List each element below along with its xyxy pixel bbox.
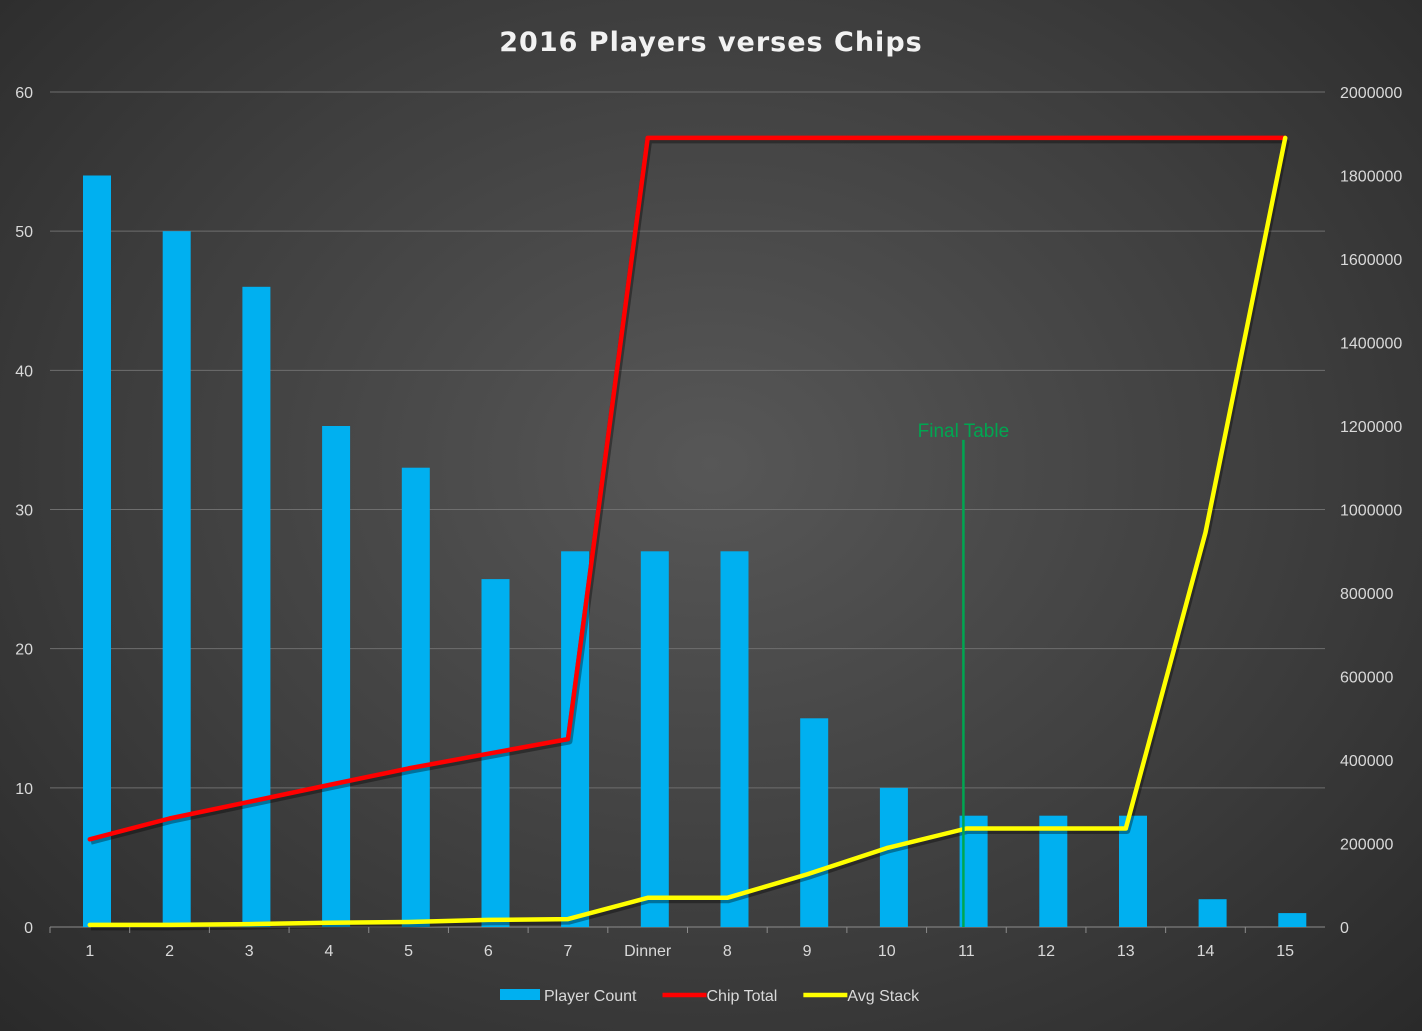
line-avg-stack (87, 135, 1288, 928)
bar-player-count (879, 787, 908, 927)
bar-player-count (1278, 913, 1307, 927)
right-tick-label: 1400000 (1340, 336, 1402, 353)
right-axis-ticks: 0 200000 400000 600000 800000 1000000 1200000 1… (1340, 85, 1402, 937)
x-tick-label: 7 (564, 943, 573, 960)
left-tick-label: 20 (15, 642, 33, 659)
x-tick-label: 13 (1117, 943, 1135, 960)
bar-player-count (1198, 899, 1227, 927)
bar-player-count (720, 551, 749, 928)
bar-player-count (1119, 815, 1147, 927)
annotation-final-table: Final Table (918, 421, 1010, 927)
bar-player-count (640, 551, 669, 928)
legend-label-player-count: Player Count (544, 988, 637, 1005)
bar-player-count (800, 718, 829, 928)
x-axis-ticks: 1 2 3 4 5 6 7 Dinner 8 9 10 11 12 13 14 15 (49, 927, 1294, 960)
right-tick-label: 400000 (1340, 753, 1393, 770)
line-chip-total (87, 135, 1288, 842)
x-tick-label: 1 (85, 943, 94, 960)
right-tick-label: 2000000 (1340, 85, 1402, 102)
line-series (87, 135, 1290, 931)
left-tick-label: 40 (15, 363, 33, 380)
bar-player-count (242, 286, 271, 927)
left-tick-label: 60 (15, 85, 33, 102)
legend-swatch-player-count (500, 989, 540, 1000)
x-tick-label: 4 (324, 943, 333, 960)
x-tick-label: 3 (245, 943, 254, 960)
right-tick-label: 1200000 (1340, 419, 1402, 436)
left-tick-label: 50 (15, 224, 33, 241)
x-tick-label: 10 (878, 943, 896, 960)
x-tick-label: 9 (803, 943, 812, 960)
x-tick-label: 14 (1197, 943, 1215, 960)
bar-player-count (1039, 815, 1068, 927)
right-tick-label: 0 (1340, 920, 1349, 937)
bar-player-count (401, 467, 430, 927)
bar-player-count (162, 231, 191, 927)
x-tick-label: 5 (404, 943, 413, 960)
legend-label-chip-total: Chip Total (707, 988, 778, 1005)
left-tick-label: 30 (15, 503, 33, 520)
annotation-label: Final Table (918, 421, 1010, 442)
chart-title: 2016 Players verses Chips (499, 27, 922, 58)
x-tick-label: 2 (165, 943, 174, 960)
right-tick-label: 1800000 (1340, 169, 1402, 186)
x-tick-label: 6 (484, 943, 493, 960)
right-tick-label: 800000 (1340, 586, 1393, 603)
right-tick-label: 1600000 (1340, 252, 1402, 269)
x-tick-label: 8 (723, 943, 732, 960)
x-tick-label: 11 (958, 943, 975, 960)
right-tick-label: 200000 (1340, 837, 1393, 854)
bar-player-count (322, 426, 351, 927)
legend: Player Count Chip Total Avg Stack (500, 988, 920, 1005)
bar-player-count (83, 175, 111, 927)
left-tick-label: 10 (15, 781, 33, 798)
left-axis-ticks: 0 10 20 30 40 50 60 (15, 85, 33, 937)
x-tick-label: 12 (1037, 943, 1055, 960)
x-tick-label: Dinner (624, 943, 672, 960)
right-tick-label: 600000 (1340, 670, 1393, 687)
legend-label-avg-stack: Avg Stack (847, 988, 920, 1005)
left-tick-label: 0 (24, 920, 33, 937)
bar-series-player-count (83, 175, 1307, 928)
right-tick-label: 1000000 (1340, 503, 1402, 520)
x-tick-label: 15 (1276, 943, 1294, 960)
